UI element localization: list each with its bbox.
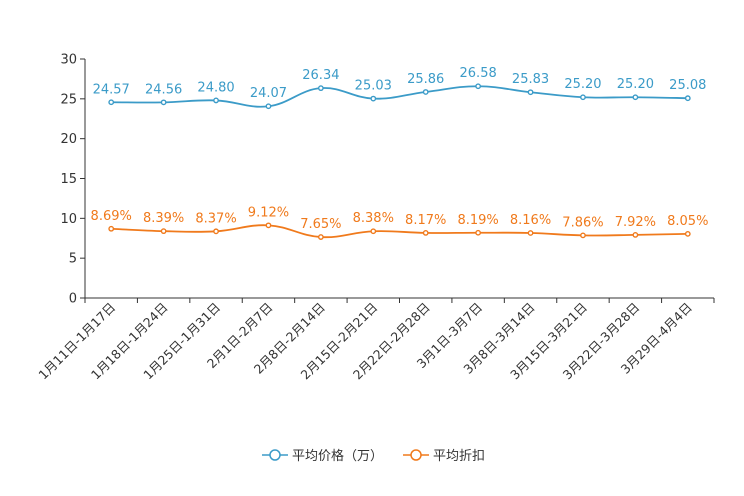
data-label: 8.05%	[667, 214, 708, 229]
legend-marker	[269, 449, 281, 461]
data-label: 8.69%	[91, 209, 132, 224]
legend-item-1: 平均价格（万）	[262, 448, 383, 464]
data-label: 25.20	[564, 77, 601, 92]
data-point	[475, 83, 482, 90]
chart-series: 24.57 24.56 24.80 24.07 26.34 25.03 25.86 26.58…	[91, 66, 708, 240]
data-label: 9.12%	[248, 205, 289, 220]
data-point	[422, 230, 429, 236]
data-point	[632, 94, 639, 101]
data-point	[160, 228, 167, 235]
data-label: 26.34	[302, 68, 339, 83]
data-point	[422, 89, 429, 95]
legend-label: 平均折扣	[433, 449, 485, 464]
data-point	[108, 99, 115, 106]
data-point	[370, 95, 377, 102]
y-tick-label: 5	[69, 252, 77, 267]
data-label: 25.86	[407, 72, 444, 87]
data-label: 25.08	[669, 78, 706, 93]
data-point	[527, 230, 534, 236]
data-point	[317, 234, 324, 240]
data-label: 7.65%	[300, 217, 341, 232]
data-point	[684, 230, 691, 237]
y-tick-label: 25	[60, 92, 77, 107]
data-label: 26.58	[460, 66, 497, 81]
data-point	[108, 225, 115, 232]
data-label: 8.37%	[195, 211, 236, 226]
series-1: 24.57 24.56 24.80 24.07 26.34 25.03 25.86 26.58…	[93, 66, 706, 110]
data-label: 8.16%	[510, 213, 551, 228]
data-point	[265, 222, 272, 229]
data-point	[317, 85, 324, 92]
data-point	[580, 232, 586, 239]
data-point	[580, 94, 586, 101]
data-point	[213, 228, 219, 235]
data-label: 25.83	[512, 72, 549, 87]
data-point	[527, 89, 534, 96]
y-tick-label: 30	[60, 53, 77, 68]
series-line	[111, 85, 688, 108]
data-label: 7.86%	[562, 215, 603, 230]
data-label: 8.39%	[143, 211, 184, 226]
data-point	[632, 232, 639, 238]
y-tick-label: 20	[60, 132, 77, 147]
series-line	[111, 224, 688, 239]
data-point	[265, 103, 272, 110]
data-label: 25.20	[617, 77, 654, 92]
y-tick-label: 0	[69, 292, 77, 307]
data-point	[160, 99, 167, 106]
legend-item-2: 平均折扣	[403, 449, 485, 464]
data-label: 8.38%	[353, 211, 394, 226]
data-point	[370, 228, 377, 235]
data-point	[213, 97, 219, 104]
data-label: 8.17%	[405, 213, 446, 228]
data-label: 24.80	[197, 80, 234, 95]
data-label: 25.03	[355, 79, 392, 94]
legend-marker	[410, 449, 422, 461]
legend-label: 平均价格（万）	[292, 448, 383, 464]
series-2: 8.69% 8.39% 8.37% 9.12% 7.65% 8.38% 8.17% 8.19%…	[91, 205, 708, 240]
y-tick-label: 10	[60, 212, 77, 227]
data-label: 24.57	[93, 82, 130, 97]
data-label: 24.56	[145, 82, 182, 97]
data-label: 7.92%	[615, 215, 656, 230]
data-point	[684, 95, 691, 102]
y-tick-label: 15	[60, 172, 77, 187]
chart-legend: 平均价格（万） 平均折扣	[262, 448, 485, 464]
data-point	[475, 229, 482, 236]
data-label: 24.07	[250, 86, 287, 101]
data-label: 8.19%	[457, 213, 498, 228]
